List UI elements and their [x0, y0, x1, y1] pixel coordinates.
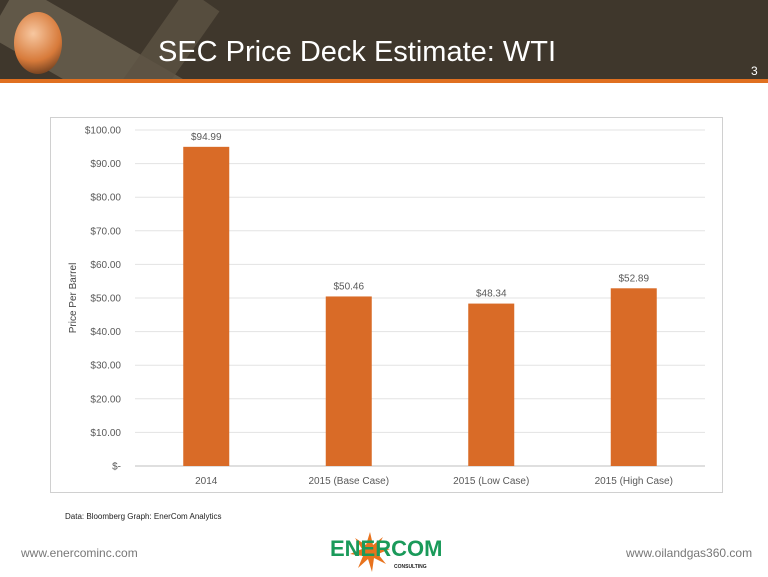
y-tick-label: $80.00	[90, 193, 121, 204]
page-number: 3	[751, 64, 758, 78]
y-tick-label: $20.00	[90, 394, 121, 405]
y-tick-label: $40.00	[90, 327, 121, 338]
header-divider	[0, 79, 768, 83]
data-label: $48.34	[476, 289, 507, 300]
x-tick-label: 2015 (Base Case)	[308, 476, 389, 487]
source-note: Data: Bloomberg Graph: EnerCom Analytics	[65, 512, 222, 521]
y-tick-label: $-	[112, 462, 121, 473]
enercom-logo-sub: CONSULTING	[394, 564, 427, 570]
chart-frame	[50, 117, 723, 493]
data-label: $50.46	[333, 281, 364, 292]
footer-right-url[interactable]: www.oilandgas360.com	[626, 546, 753, 560]
y-tick-label: $70.00	[90, 226, 121, 237]
x-tick-label: 2015 (Low Case)	[453, 476, 529, 487]
footer-left-url[interactable]: www.enercominc.com	[21, 546, 138, 560]
bar	[610, 288, 657, 466]
egg-logo-icon	[14, 12, 62, 74]
data-label: $94.99	[191, 132, 222, 143]
y-tick-label: $100.00	[85, 126, 122, 137]
y-tick-label: $10.00	[90, 428, 121, 439]
bar	[183, 146, 230, 466]
y-tick-label: $50.00	[90, 294, 121, 305]
bar	[468, 303, 515, 466]
y-axis-label: Price Per Barrel	[68, 263, 79, 334]
bar	[325, 296, 372, 466]
header-banner: SEC Price Deck Estimate: WTI 3	[0, 0, 768, 79]
data-label: $52.89	[618, 273, 649, 284]
slide-title: SEC Price Deck Estimate: WTI	[158, 36, 557, 68]
y-tick-label: $60.00	[90, 260, 121, 271]
y-tick-label: $90.00	[90, 159, 121, 170]
y-tick-label: $30.00	[90, 361, 121, 372]
x-tick-label: 2015 (High Case)	[595, 476, 673, 487]
x-tick-label: 2014	[195, 476, 218, 487]
sun-logo-icon	[350, 532, 390, 572]
enercom-logo: ENERCOM	[330, 536, 443, 561]
